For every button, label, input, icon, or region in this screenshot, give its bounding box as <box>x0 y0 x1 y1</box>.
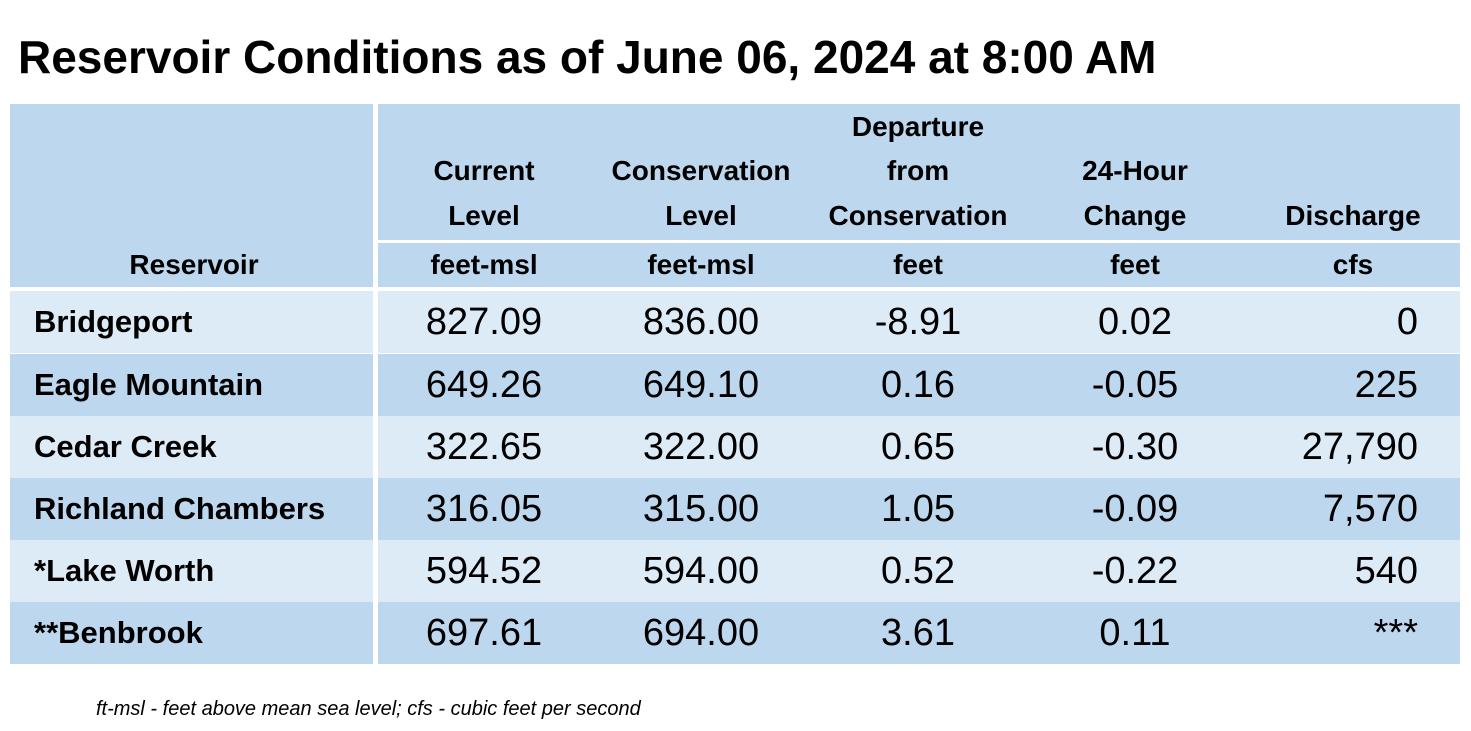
header-unit-divider <box>378 240 1460 243</box>
change-24h: -0.22 <box>1091 550 1179 592</box>
header-departure-line3: Conservation <box>828 200 1008 231</box>
page-title: Reservoir Conditions as of June 06, 2024… <box>18 31 1157 83</box>
header-current-line2: Level <box>448 200 520 231</box>
header-departure-unit: feet <box>893 249 943 280</box>
change-24h: 0.02 <box>1098 301 1172 343</box>
reservoir-name: Cedar Creek <box>34 429 217 464</box>
header-change-line1: 24-Hour <box>1082 155 1188 186</box>
header-change-unit: feet <box>1110 249 1160 280</box>
conservation-level: 694.00 <box>642 612 760 654</box>
change-24h: -0.05 <box>1091 364 1179 406</box>
table-row: Richland Chambers 316.05 315.00 1.05 -0.… <box>10 478 1460 540</box>
reservoir-name: Richland Chambers <box>34 491 326 526</box>
departure: 1.05 <box>881 488 955 530</box>
discharge: *** <box>1373 612 1418 654</box>
header-conservation-line1: Conservation <box>611 155 791 186</box>
departure: 0.16 <box>881 364 955 406</box>
conservation-level: 649.10 <box>642 364 760 406</box>
table-row: *Lake Worth 594.52 594.00 0.52 -0.22 540 <box>10 540 1460 602</box>
header-conservation-unit: feet-msl <box>647 249 755 280</box>
reservoir-name: Eagle Mountain <box>34 367 264 402</box>
table-header <box>10 104 1460 287</box>
footnote: ft-msl - feet above mean sea level; cfs … <box>96 698 641 720</box>
current-level: 649.26 <box>425 364 543 406</box>
header-reservoir: Reservoir <box>129 249 259 280</box>
current-level: 697.61 <box>425 612 543 654</box>
departure: -8.91 <box>874 301 962 343</box>
current-level: 827.09 <box>425 301 543 343</box>
header-current-line1: Current <box>433 155 535 186</box>
table-row: **Benbrook 697.61 694.00 3.61 0.11 *** <box>10 602 1460 664</box>
header-departure-line1: Departure <box>851 111 985 142</box>
header-change-line2: Change <box>1083 200 1187 231</box>
discharge: 27,790 <box>1301 426 1418 468</box>
header-current-unit: feet-msl <box>430 249 538 280</box>
header-body-divider <box>10 287 1460 291</box>
header-discharge-line1: Discharge <box>1285 200 1421 231</box>
reservoir-name: Bridgeport <box>34 304 193 339</box>
header-departure-line2: from <box>886 155 950 186</box>
column-divider <box>373 104 378 664</box>
reservoir-table: Reservoir Current Level feet-msl Conserv… <box>10 104 1460 664</box>
conservation-level: 322.00 <box>642 426 760 468</box>
conservation-level: 315.00 <box>642 488 760 530</box>
change-24h: -0.09 <box>1091 488 1179 530</box>
current-level: 322.65 <box>425 426 543 468</box>
reservoir-name: **Benbrook <box>34 615 203 650</box>
discharge: 7,570 <box>1322 488 1418 530</box>
current-level: 594.52 <box>425 550 543 592</box>
departure: 0.65 <box>881 426 955 468</box>
discharge: 225 <box>1354 364 1418 406</box>
departure: 3.61 <box>881 612 955 654</box>
table-row: Eagle Mountain 649.26 649.10 0.16 -0.05 … <box>10 354 1460 416</box>
discharge: 540 <box>1354 550 1418 592</box>
change-24h: 0.11 <box>1099 612 1171 654</box>
table-row: Bridgeport 827.09 836.00 -8.91 0.02 0 <box>10 291 1460 353</box>
conservation-level: 836.00 <box>642 301 760 343</box>
table-row: Cedar Creek 322.65 322.00 0.65 -0.30 27,… <box>10 416 1460 478</box>
discharge: 0 <box>1396 301 1418 343</box>
reservoir-name: *Lake Worth <box>34 553 215 588</box>
header-discharge-unit: cfs <box>1332 249 1374 280</box>
departure: 0.52 <box>881 550 955 592</box>
conservation-level: 594.00 <box>642 550 760 592</box>
header-conservation-line2: Level <box>665 200 737 231</box>
change-24h: -0.30 <box>1091 426 1179 468</box>
current-level: 316.05 <box>425 488 543 530</box>
